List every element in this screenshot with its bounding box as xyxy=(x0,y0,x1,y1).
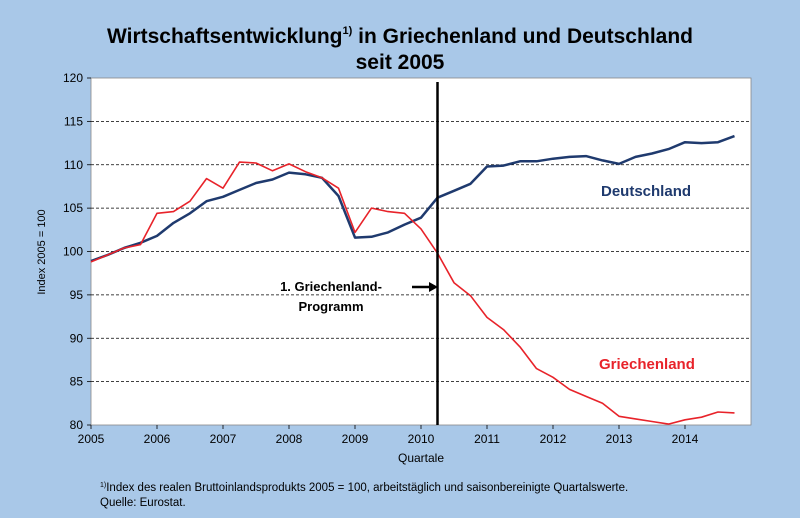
footnote: 1)Index des realen Bruttoinlandsprodukts… xyxy=(100,478,628,511)
x-axis: 2005 2006 2007 2008 2009 2010 2011 2012 2013 2014 xyxy=(78,425,699,446)
x-tick-label: 2010 xyxy=(408,432,435,446)
y-tick-label: 95 xyxy=(70,288,84,302)
x-tick-label: 2013 xyxy=(606,432,633,446)
y-axis: 80 85 90 95 100 105 110 115 120 xyxy=(63,71,91,432)
x-tick-label: 2012 xyxy=(540,432,567,446)
title-footnote-mark: 1) xyxy=(342,25,353,37)
y-tick-label: 105 xyxy=(63,201,83,215)
programme-label-line2: Programm xyxy=(298,299,363,314)
footnote-mark: 1) xyxy=(100,482,107,489)
y-tick-label: 120 xyxy=(63,71,83,85)
x-tick-label: 2008 xyxy=(276,432,303,446)
y-tick-label: 80 xyxy=(70,418,84,432)
x-tick-label: 2011 xyxy=(474,432,500,446)
y-tick-label: 85 xyxy=(70,375,84,389)
footnote-source: Quelle: Eurostat. xyxy=(100,497,186,509)
title-suffix: in Griechenland und Deutschland xyxy=(352,25,693,48)
x-tick-label: 2009 xyxy=(342,432,369,446)
x-tick-label: 2006 xyxy=(144,432,171,446)
label-deutschland: Deutschland xyxy=(601,183,691,200)
x-tick-label: 2014 xyxy=(672,432,699,446)
chart-title: Wirtschaftsentwicklung1) in Griechenland… xyxy=(0,18,800,76)
footnote-text: Index des realen Bruttoinlandsprodukts 2… xyxy=(106,482,629,494)
label-griechenland: Griechenland xyxy=(599,356,695,373)
y-tick-label: 115 xyxy=(64,114,83,128)
grid-lines xyxy=(91,121,751,382)
y-tick-label: 90 xyxy=(70,331,84,345)
y-tick-label: 100 xyxy=(63,245,83,259)
programme-label-line1: 1. Griechenland- xyxy=(280,279,382,294)
programme-arrow xyxy=(412,282,438,292)
y-tick-label: 110 xyxy=(64,158,83,172)
series-line-griechenland xyxy=(90,161,735,425)
x-axis-label: Quartale xyxy=(398,451,444,465)
y-axis-label: Index 2005 = 100 xyxy=(36,209,48,294)
series-group xyxy=(90,134,735,425)
title-line2: seit 2005 xyxy=(355,51,445,74)
x-tick-label: 2007 xyxy=(210,432,237,446)
title-prefix: Wirtschaftsentwicklung xyxy=(106,25,343,48)
x-tick-label: 2005 xyxy=(78,432,105,446)
